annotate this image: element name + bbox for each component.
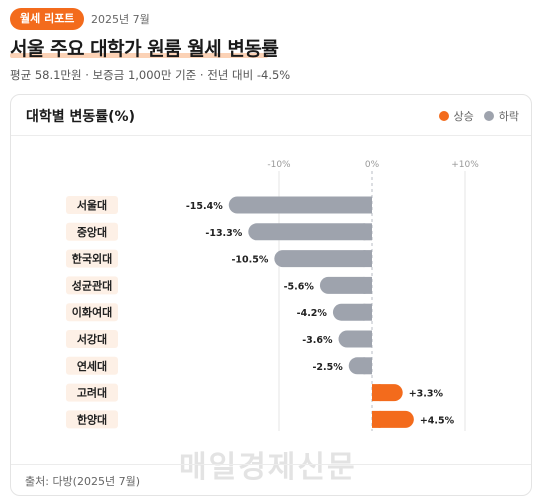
bar-chart: -10% 0% +10% 서울대 -15.4% 중앙대 -13.3% 한국외대 -10.5% 성균… bbox=[66, 160, 479, 431]
category-chip bbox=[66, 276, 118, 295]
category-label: 이화여대 bbox=[72, 305, 112, 319]
value-label: -13.3% bbox=[205, 228, 242, 239]
bar-cap bbox=[363, 303, 372, 321]
title-highlight bbox=[10, 53, 268, 58]
card-footer: 출처: 다방(2025년 7월) bbox=[11, 464, 531, 495]
bar bbox=[248, 223, 372, 241]
page-title-text: 서울 주요 대학가 원룸 월세 변동률 bbox=[10, 38, 279, 60]
category-label: 연세대 bbox=[77, 359, 107, 373]
category-label: 서강대 bbox=[77, 332, 107, 346]
category-chip bbox=[66, 356, 118, 375]
tick-label: -10% bbox=[267, 160, 291, 170]
value-label: -2.5% bbox=[312, 362, 343, 373]
bar bbox=[274, 250, 372, 268]
category-chip bbox=[66, 330, 118, 348]
category-chip bbox=[66, 383, 118, 402]
tick-label: +10% bbox=[451, 160, 479, 170]
report-date: 2025년 7월 bbox=[91, 13, 150, 26]
category-label: 고려대 bbox=[77, 386, 107, 400]
value-label: +4.5% bbox=[420, 415, 455, 426]
category-chip bbox=[66, 249, 118, 268]
value-label: -15.4% bbox=[186, 201, 223, 212]
legend-item-down: 하락 bbox=[483, 108, 519, 124]
chart-legend: 상승 하락 bbox=[429, 108, 519, 124]
value-label: +3.3% bbox=[409, 389, 444, 400]
value-label: -10.5% bbox=[231, 255, 268, 266]
bar bbox=[228, 196, 372, 214]
category-chip bbox=[66, 410, 118, 429]
bar-cap bbox=[363, 250, 372, 268]
category-chip bbox=[66, 222, 118, 241]
legend-item-up: 상승 bbox=[438, 108, 474, 124]
card-header: 대학별 변동률(%) 상승 하락 bbox=[11, 95, 531, 136]
page-subtitle: 평균 58.1만원 · 보증금 1,000만 기준 · 전년 대비 -4.5% bbox=[10, 68, 291, 82]
bar bbox=[319, 276, 372, 294]
bar-cap bbox=[363, 276, 372, 294]
bar-cap bbox=[363, 223, 372, 241]
category-chip bbox=[66, 196, 118, 214]
watermark-logo: 매일경제신문 bbox=[179, 450, 357, 485]
bar bbox=[332, 303, 372, 321]
value-label: -4.2% bbox=[297, 308, 328, 319]
category-chip bbox=[66, 303, 118, 322]
legend-label-up: 상승 bbox=[453, 110, 474, 123]
bar-cap bbox=[363, 330, 372, 348]
category-label: 한양대 bbox=[77, 412, 107, 426]
value-label: -5.6% bbox=[284, 281, 315, 292]
page-title: 서울 주요 대학가 원룸 월세 변동률 bbox=[10, 34, 279, 61]
category-label: 서울대 bbox=[77, 198, 107, 212]
legend-dot-down-icon bbox=[483, 111, 494, 121]
category-label: 중앙대 bbox=[77, 225, 107, 239]
chart-title: 대학별 변동률(%) bbox=[26, 109, 135, 125]
value-label: -3.6% bbox=[302, 335, 333, 346]
category-label: 성균관대 bbox=[72, 278, 112, 292]
chart-card: 대학별 변동률(%) 상승 하락 매일경제신문 -10% 0% +10% 서울대 -15… bbox=[10, 94, 532, 496]
bar bbox=[372, 410, 414, 428]
category-label: 한국외대 bbox=[72, 252, 112, 266]
legend-dot-up-icon bbox=[438, 111, 449, 121]
tick-label: 0% bbox=[365, 160, 380, 170]
bar-cap bbox=[372, 384, 381, 402]
source-note: 출처: 다방(2025년 7월) bbox=[25, 475, 140, 488]
bar-cap bbox=[363, 196, 372, 214]
legend-label-down: 하락 bbox=[498, 110, 519, 123]
report-badge: 월세 리포트 bbox=[10, 8, 85, 30]
bar-cap bbox=[372, 410, 381, 428]
bar-cap bbox=[363, 357, 372, 375]
